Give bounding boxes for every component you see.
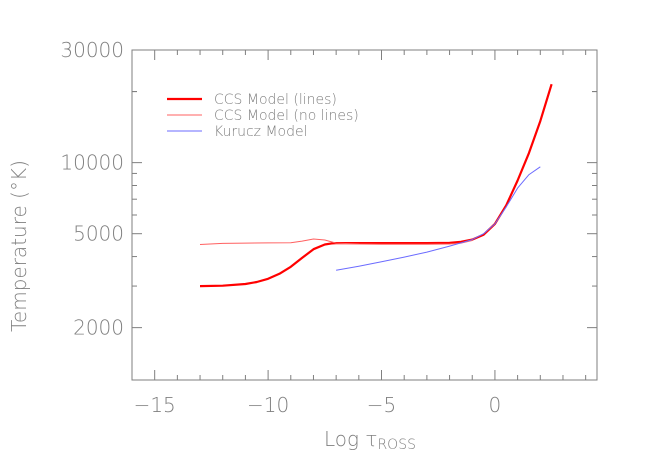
y-tick-label: 2000 <box>73 316 124 340</box>
legend-label-2: CCS Model (no lines) <box>214 108 359 124</box>
x-tick-label: −5 <box>367 393 396 417</box>
y-tick-label: 5000 <box>73 222 124 246</box>
x-tick-label: 0 <box>489 393 502 417</box>
x-tick-label: −15 <box>134 393 176 417</box>
y-tick-label: 10000 <box>60 151 124 175</box>
legend-label-1: CCS Model (lines) <box>214 92 337 108</box>
legend-label-3: Kurucz Model <box>214 124 308 140</box>
x-axis-label-subscript: ROSS <box>377 437 416 453</box>
x-axis-label: Log τROSS <box>324 427 416 453</box>
series-line-1 <box>199 83 553 288</box>
y-tick-label: 30000 <box>60 38 124 62</box>
y-axis-label: Temperature (°K) <box>7 160 31 332</box>
x-tick-label: −10 <box>247 393 289 417</box>
series-line-2 <box>199 238 473 245</box>
series-line-3 <box>336 166 541 271</box>
x-axis-label-main: Log τ <box>324 427 377 451</box>
